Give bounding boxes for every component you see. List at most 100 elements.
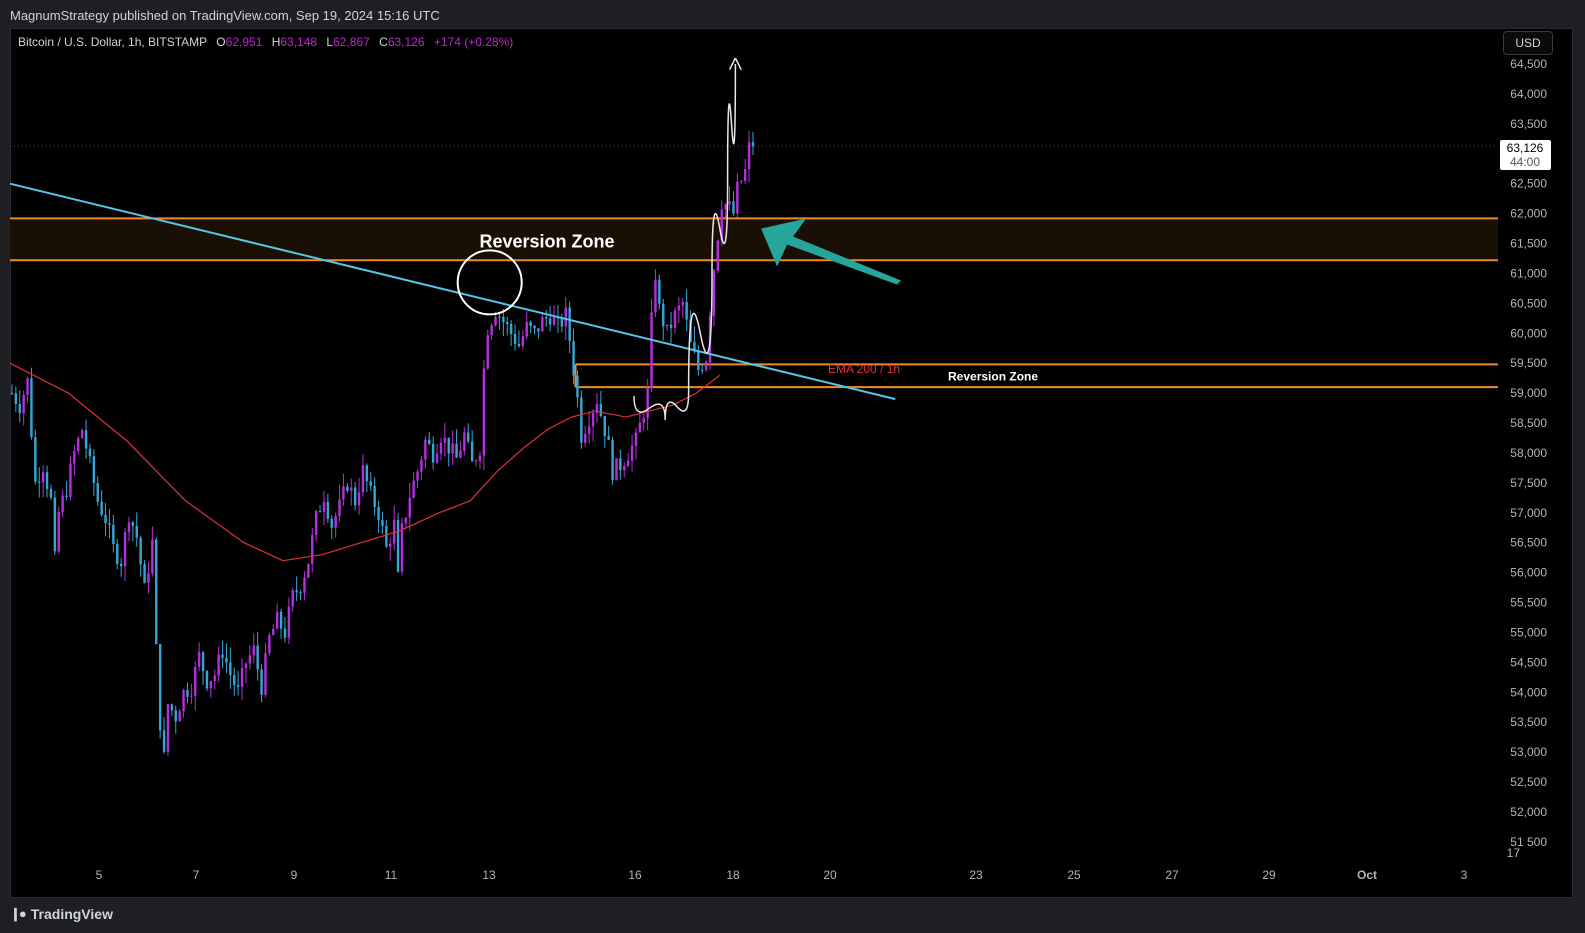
candle-body xyxy=(135,525,138,538)
time-tick-label: 18 xyxy=(726,868,740,882)
annotations-layer xyxy=(10,64,1498,421)
candle-body xyxy=(275,611,279,629)
change-value: +174 (+0.28%) xyxy=(433,35,514,49)
candle-body xyxy=(318,511,322,513)
time-tick-label: 13 xyxy=(482,868,496,882)
price-tick-label: 61,500 xyxy=(1510,237,1547,251)
candle-body xyxy=(233,675,236,685)
candle-body xyxy=(279,611,283,629)
symbol-name[interactable]: Bitcoin / U.S. Dollar, 1h, BITSTAMP xyxy=(18,35,207,49)
candle-body xyxy=(576,375,579,398)
price-tick-label: 52,000 xyxy=(1510,805,1547,819)
candle-body xyxy=(14,393,18,405)
candle-body xyxy=(509,324,513,334)
candle-body xyxy=(517,343,521,347)
candle-body xyxy=(34,437,37,482)
candle-body xyxy=(494,316,497,326)
candle-body xyxy=(143,564,146,584)
candle-body xyxy=(513,333,517,344)
candle-body xyxy=(431,443,435,463)
price-tick-label: 54,000 xyxy=(1510,685,1547,699)
candle-body xyxy=(560,318,564,327)
candle-body xyxy=(45,472,49,489)
candle-body xyxy=(73,450,76,464)
candle-body xyxy=(716,240,720,271)
candle-body xyxy=(84,429,88,449)
candle-body xyxy=(291,590,294,607)
chart-frame[interactable] xyxy=(10,28,1573,898)
candle-body xyxy=(314,511,318,536)
candle-body xyxy=(630,445,634,461)
candle-body xyxy=(186,689,189,697)
candle-body xyxy=(677,305,681,311)
candle-body xyxy=(623,466,626,471)
candle-body xyxy=(478,455,482,461)
candle-body xyxy=(334,515,337,528)
candle-body xyxy=(541,317,544,332)
candle-body xyxy=(584,433,587,443)
time-tick-label: 23 xyxy=(969,868,983,882)
price-axis-bottom-label: 17 xyxy=(1507,846,1521,860)
candle-body xyxy=(112,524,115,544)
candle-body xyxy=(474,460,478,462)
candle-body xyxy=(194,666,197,696)
candle-body xyxy=(747,142,751,170)
candle-body xyxy=(599,404,603,417)
candle-body xyxy=(240,667,244,687)
teal-arrow xyxy=(761,218,902,285)
candle-body xyxy=(369,481,372,487)
price-badge-countdown: 44:00 xyxy=(1510,155,1540,169)
reversion-zone-label-2: Reversion Zone xyxy=(948,369,1038,383)
candle-body xyxy=(158,644,162,731)
candle-body xyxy=(116,543,119,564)
candle-body xyxy=(104,514,107,524)
price-tick-label: 56,500 xyxy=(1510,536,1547,550)
ema-200-line xyxy=(9,362,721,562)
tradingview-brand[interactable]: ❙● TradingView xyxy=(10,906,113,922)
candle-body xyxy=(537,328,540,332)
candle-body xyxy=(545,317,548,319)
candle-body xyxy=(728,201,731,205)
candle-body xyxy=(704,362,708,370)
candle-body xyxy=(736,181,739,214)
candle-body xyxy=(57,511,60,552)
candle-body xyxy=(428,439,431,444)
candle-body xyxy=(205,671,209,689)
candle-body xyxy=(533,325,536,329)
highlight-circle xyxy=(456,249,523,316)
tradingview-label: TradingView xyxy=(30,906,113,922)
candle-body xyxy=(439,442,443,454)
time-tick-label: 25 xyxy=(1067,868,1081,882)
candle-body xyxy=(236,684,240,687)
candle-body xyxy=(69,463,72,497)
candle-body xyxy=(373,486,376,507)
price-badge: 63,126 44:00 xyxy=(1500,140,1551,170)
price-tick-label: 60,000 xyxy=(1510,326,1547,340)
reversion-zone-fill-1 xyxy=(10,218,1498,261)
price-axis[interactable]: 64,50064,00063,50063,00062,50062,00061,5… xyxy=(1507,57,1548,860)
price-tick-label: 53,000 xyxy=(1510,745,1547,759)
candle-body xyxy=(615,458,618,481)
symbol-legend[interactable]: Bitcoin / U.S. Dollar, 1h, BITSTAMP O62,… xyxy=(18,35,513,49)
price-tick-label: 55,500 xyxy=(1510,596,1547,610)
parabolic-curve xyxy=(633,64,735,421)
price-tick-label: 59,000 xyxy=(1510,386,1547,400)
candle-body xyxy=(665,324,669,327)
candle-body xyxy=(392,519,396,544)
candle-body xyxy=(591,412,595,427)
candle-body xyxy=(611,439,614,481)
candle-body xyxy=(525,321,528,337)
tradingview-logo-icon: ❙● xyxy=(10,906,27,921)
currency-button[interactable]: USD xyxy=(1503,31,1553,55)
candle-body xyxy=(268,635,271,654)
candle-body xyxy=(209,681,213,689)
candle-body xyxy=(681,302,684,306)
candle-body xyxy=(10,393,14,395)
candle-body xyxy=(221,654,224,658)
candle-body xyxy=(213,675,216,682)
candle-body xyxy=(197,652,201,667)
time-axis[interactable]: 5 7 9 11 13 16 18 20 23 25 27 29 Oct 3 xyxy=(96,868,1468,882)
candle-body xyxy=(96,482,99,502)
candle-body xyxy=(108,523,111,525)
